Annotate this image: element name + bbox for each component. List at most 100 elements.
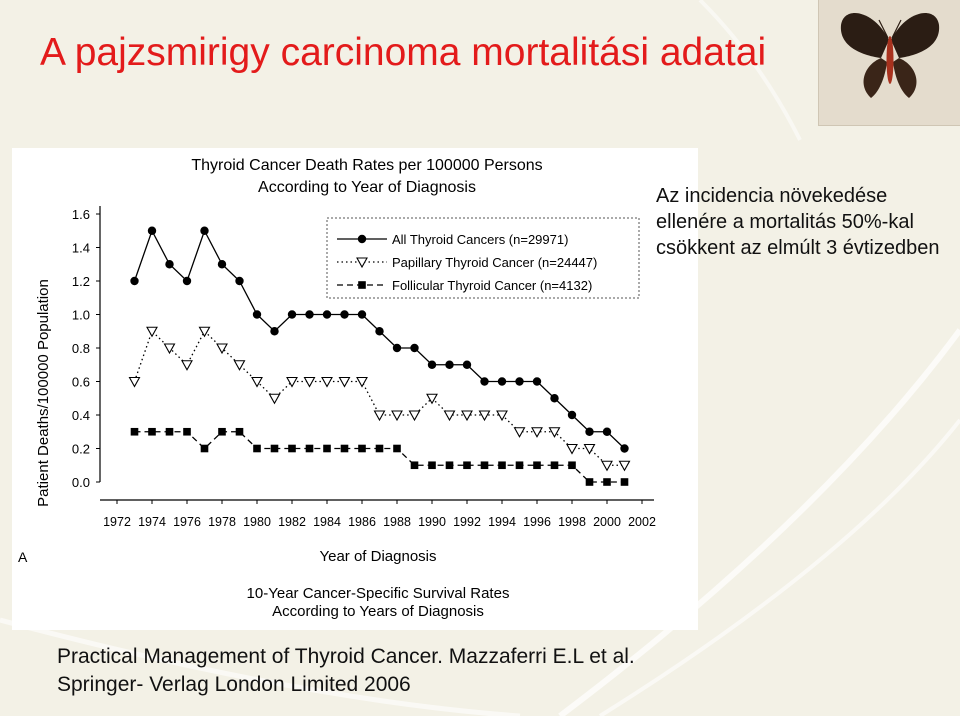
data-point-square [550,461,559,470]
x-tick-label: 1974 [138,515,166,529]
panel-label: A [18,549,28,565]
citation-line1: Practical Management of Thyroid Cancer. … [57,645,635,668]
data-point-square [428,461,436,470]
x-tick-label: 1996 [523,515,551,529]
series-line-square [134,431,625,483]
data-point-circle [182,276,192,286]
data-point-square [253,444,261,453]
data-point-square [480,461,489,470]
data-point-circle [567,410,577,420]
data-point-square [463,461,471,470]
slide-title: A pajzsmirigy carcinoma mortalitási adat… [40,31,767,74]
citation-line2: Springer- Verlag London Limited 2006 [57,673,411,696]
x-tick-label: 1984 [313,515,341,529]
data-point-square [200,444,209,453]
data-point-square [288,444,296,453]
y-tick-label: 1.6 [72,207,90,222]
data-point-square [305,444,314,453]
legend-label: Follicular Thyroid Cancer (n=4132) [392,278,592,293]
data-point-circle [147,226,157,235]
legend-label: Papillary Thyroid Cancer (n=24447) [392,255,597,270]
butterfly-image [818,0,960,126]
x-tick-label: 1990 [418,515,446,529]
y-tick-label: 0.0 [72,475,90,490]
data-point-circle [532,377,542,386]
data-point-circle [602,427,612,436]
data-point-triangle [251,376,263,388]
data-point-square [323,444,331,453]
citation: Practical Management of Thyroid Cancer. … [57,643,857,699]
data-point-circle [375,327,384,336]
data-point-circle [305,310,314,319]
data-point-triangle [513,427,526,438]
data-point-circle [200,226,209,235]
data-point-circle [427,360,437,369]
y-tick-label: 0.6 [72,375,90,390]
data-point-circle [445,360,454,369]
data-point-square [585,478,594,486]
x-tick-label: 1982 [278,515,306,529]
legend-marker-square [358,281,366,289]
side-note: Az incidencia növekedése ellenére a mort… [656,185,940,259]
data-point-square [568,461,576,470]
data-point-circle [462,360,472,369]
data-point-triangle [303,376,316,388]
data-point-triangle [391,410,403,422]
data-point-circle [410,343,419,353]
data-point-triangle [286,376,298,388]
data-point-triangle [268,393,281,405]
data-point-square [358,444,366,453]
data-point-square [235,427,244,436]
data-point-square [445,461,454,470]
data-point-square [410,461,419,470]
data-point-triangle [426,393,438,405]
data-point-triangle [163,343,176,355]
data-point-triangle [128,376,141,388]
y-tick-label: 1.4 [72,241,90,256]
data-point-square [218,427,226,436]
data-point-square [393,444,401,453]
chart-caption-line1: 10-Year Cancer-Specific Survival Rates [247,585,510,602]
data-point-circle [130,276,139,286]
data-point-triangle [338,376,351,388]
legend-label: All Thyroid Cancers (n=29971) [392,232,568,247]
data-point-square [183,427,191,436]
x-tick-label: 1994 [488,515,516,529]
death-rate-chart: Thyroid Cancer Death Rates per 100000 Pe… [18,157,656,620]
data-point-triangle [233,360,246,371]
data-point-triangle [583,443,596,455]
data-point-triangle [443,410,456,422]
data-point-triangle [373,410,386,422]
data-point-circle [270,327,279,336]
data-point-circle [515,377,524,386]
x-tick-label: 1978 [208,515,236,529]
data-point-triangle [408,410,421,422]
x-tick-label: 2002 [628,515,656,529]
data-point-square [148,427,156,436]
data-point-triangle [356,376,368,388]
butterfly-icon [840,12,940,98]
y-tick-label: 0.2 [72,442,90,457]
data-point-circle [550,394,559,403]
data-point-circle [217,260,227,269]
legend-marker-triangle [356,257,368,269]
data-point-circle [235,276,244,286]
data-point-triangle [601,460,613,472]
data-point-circle [357,310,367,319]
data-point-triangle [216,343,228,355]
chart-panel: Thyroid Cancer Death Rates per 100000 Pe… [12,148,698,630]
x-tick-label: 1988 [383,515,411,529]
x-tick-label: 1998 [558,515,586,529]
x-axis-label: Year of Diagnosis [319,548,436,565]
chart-title-line2: According to Year of Diagnosis [258,179,476,196]
data-point-triangle [198,326,211,338]
data-point-triangle [478,410,491,422]
x-tick-label: 1972 [103,515,131,529]
data-point-circle [480,377,489,386]
legend-marker-circle [357,234,367,244]
y-tick-label: 0.4 [72,408,90,423]
data-point-circle [620,444,629,453]
x-tick-label: 1992 [453,515,481,529]
data-point-circle [497,377,507,386]
